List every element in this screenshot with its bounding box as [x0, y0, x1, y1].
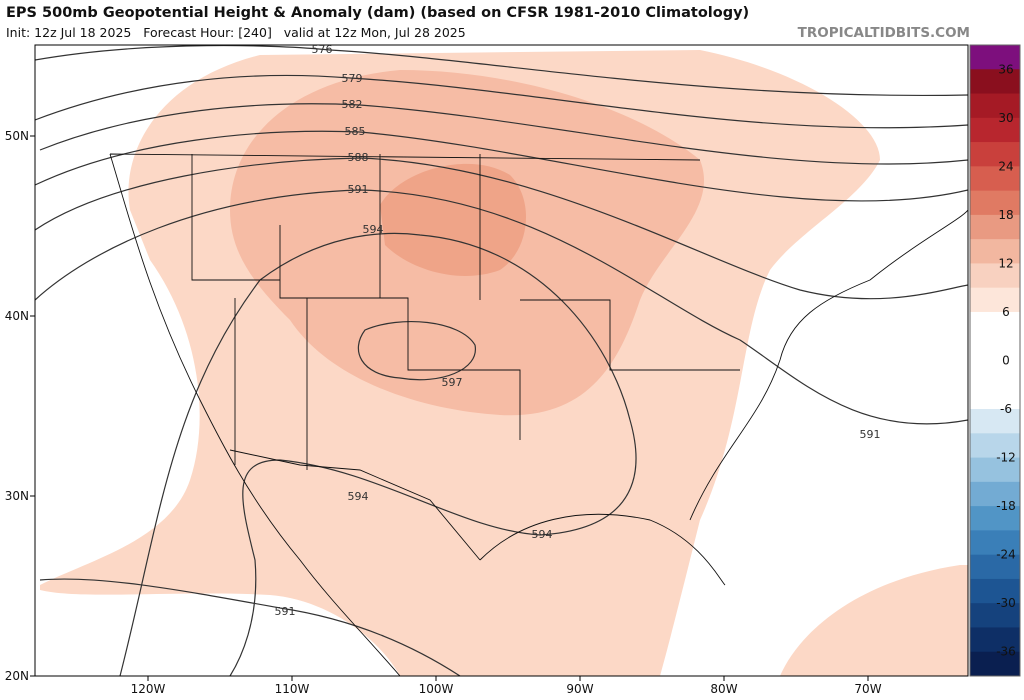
colorbar-swatch — [970, 433, 1020, 459]
lat-label: 30N — [5, 489, 29, 503]
map — [34, 44, 969, 677]
colorbar-label: 0 — [1002, 354, 1010, 368]
colorbar-swatch — [970, 69, 1020, 95]
colorbar-swatch — [970, 45, 1020, 70]
anomaly-light — [780, 565, 968, 676]
contour — [35, 130, 968, 202]
lat-label: 50N — [5, 129, 29, 143]
colorbar-swatch — [970, 578, 1020, 604]
lon-label: 70W — [854, 682, 881, 696]
lon-label: 120W — [131, 682, 166, 696]
colorbar-swatch — [970, 554, 1020, 580]
colorbar-label: -36 — [996, 645, 1016, 659]
colorbar-swatch — [970, 311, 1020, 337]
contour-label: 591 — [275, 605, 296, 618]
colorbar-label: -6 — [1000, 402, 1012, 416]
colorbar-label: 30 — [998, 111, 1013, 125]
colorbar-swatch — [970, 457, 1020, 483]
lat-label: 40N — [5, 309, 29, 323]
contour-label: 594 — [348, 490, 369, 503]
colorbar-swatch — [970, 166, 1020, 192]
colorbar-label: 6 — [1002, 305, 1010, 319]
contour — [35, 157, 968, 300]
contour-label: 585 — [345, 125, 366, 138]
contour-label: 591 — [348, 183, 369, 196]
contour-label: 579 — [342, 72, 363, 85]
colorbar-swatch — [970, 336, 1020, 361]
contour-label: 591 — [860, 428, 881, 441]
colorbar-swatch — [970, 214, 1020, 240]
contour — [39, 103, 968, 165]
contour-label: 588 — [348, 151, 369, 164]
colorbar-swatch — [970, 117, 1020, 143]
lon-label: 80W — [710, 682, 737, 696]
colorbar-frame — [969, 44, 1021, 677]
colorbar-swatch — [970, 360, 1020, 386]
colorbar-label: -18 — [996, 499, 1016, 513]
lat-label: 20N — [5, 669, 29, 683]
colorbar-label: -30 — [996, 596, 1016, 610]
lon-label: 100W — [419, 682, 454, 696]
colorbar-swatch — [970, 239, 1020, 264]
title: EPS 500mb Geopotential Height & Anomaly … — [6, 5, 749, 21]
colorbar-swatch — [970, 506, 1020, 531]
colorbar-swatch — [970, 190, 1020, 216]
contour — [39, 578, 461, 676]
contour-label: 594 — [532, 528, 553, 541]
contour-label: 582 — [342, 98, 363, 111]
colorbar-swatch — [970, 481, 1020, 507]
colorbar-swatch — [970, 142, 1020, 167]
colorbar-swatch — [970, 627, 1020, 653]
axes: 50N 40N 30N 20N 120W 110W 100W 90W 80W 70W — [5, 129, 882, 696]
lon-label: 90W — [566, 682, 593, 696]
colorbar-swatch — [970, 93, 1020, 119]
colorbar-swatch — [970, 651, 1020, 677]
lon-label: 110W — [275, 682, 310, 696]
colorbar-swatch — [970, 384, 1020, 410]
contour — [35, 74, 968, 129]
contour — [35, 189, 968, 425]
colorbar-swatch — [970, 409, 1020, 434]
colorbar-label: 18 — [998, 208, 1013, 222]
colorbar-swatch — [970, 530, 1020, 556]
border — [191, 154, 740, 470]
colorbar-swatch — [970, 263, 1020, 289]
colorbar-swatch — [970, 287, 1020, 313]
colorbar-label: -24 — [996, 548, 1016, 562]
subtitle: Init: 12z Jul 18 2025 Forecast Hour: [24… — [6, 25, 466, 40]
colorbar-label: 36 — [998, 62, 1013, 76]
contour-label: 594 — [363, 223, 384, 236]
watermark: TROPICALTIDBITS.COM — [798, 25, 970, 41]
contour — [119, 232, 637, 676]
colorbar-label: 24 — [998, 159, 1013, 173]
contour-label: 576 — [312, 43, 333, 56]
colorbar-label: 12 — [998, 256, 1013, 270]
anomaly-dark — [380, 163, 527, 276]
contour — [35, 45, 968, 96]
contour-label: 597 — [442, 376, 463, 389]
contour-labels: 576 579 582 585 588 591 594 597 594 594 591 591 — [275, 43, 881, 618]
colorbar-swatch — [970, 603, 1020, 628]
border — [109, 153, 968, 676]
colorbar: 36 30 24 18 12 6 0 -6 -12 -18 -24 -30 -36 — [969, 44, 1021, 677]
colorbar-label: -12 — [996, 451, 1016, 465]
